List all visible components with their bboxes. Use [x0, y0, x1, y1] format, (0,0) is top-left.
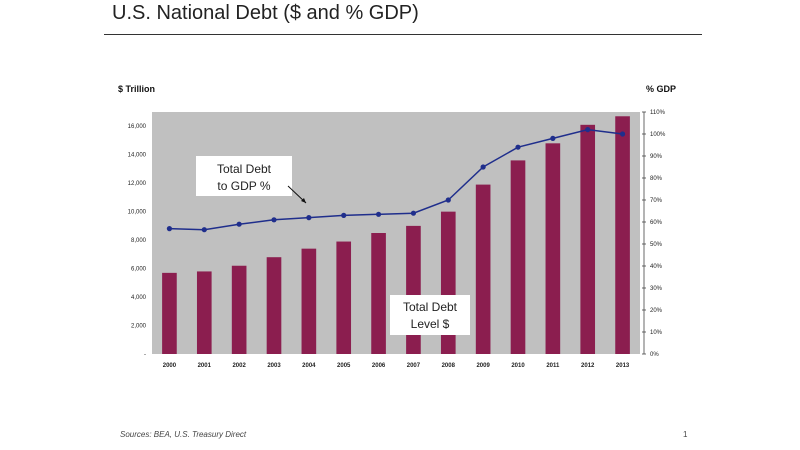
- x-tick-label: 2004: [302, 363, 316, 369]
- source-note: Sources: BEA, U.S. Treasury Direct: [120, 430, 247, 439]
- y2-tick-label: 90%: [650, 154, 663, 160]
- y2-tick-label: 30%: [650, 286, 663, 292]
- x-tick-label: 2006: [372, 363, 386, 369]
- line-annotation-line2: to GDP %: [217, 179, 270, 193]
- y-tick-label: 6,000: [131, 267, 147, 273]
- point-2004: [306, 215, 312, 221]
- left-axis-title: $ Trillion: [118, 84, 155, 94]
- point-2005: [341, 212, 347, 218]
- x-axis-ticks: 2000 2001 2002 2003 2004 2005 2006 2007 2008 2009…: [163, 363, 630, 369]
- bar-2011: [545, 143, 561, 354]
- point-2012: [585, 127, 591, 133]
- bar-2013: [615, 116, 630, 354]
- bar-2001: [196, 271, 212, 354]
- y2-tick-label: 40%: [650, 264, 663, 270]
- y2-tick-label: 10%: [650, 330, 663, 336]
- x-tick-label: 2003: [267, 363, 281, 369]
- bar-2005: [336, 241, 352, 354]
- y-tick-label: 12,000: [128, 181, 147, 187]
- right-axis-ticks: 0% 10% 20% 30% 40% 50% 60% 70% 80% 90% 100% 110%: [642, 110, 666, 358]
- y-tick-label: 10,000: [128, 210, 147, 216]
- line-annotation: Total Debt to GDP %: [196, 156, 307, 204]
- point-2003: [271, 217, 277, 223]
- x-tick-label: 2005: [337, 363, 351, 369]
- x-tick-label: 2001: [198, 363, 212, 369]
- y-tick-label: -: [144, 352, 146, 358]
- bar-2010: [510, 160, 526, 354]
- bar-annotation-line1: Total Debt: [403, 300, 458, 314]
- y-tick-label: 16,000: [128, 124, 147, 130]
- x-tick-label: 2007: [407, 363, 421, 369]
- right-axis-title: % GDP: [646, 84, 676, 94]
- line-annotation-box: [196, 156, 292, 196]
- x-tick-label: 2012: [581, 363, 595, 369]
- x-tick-label: 2011: [546, 363, 560, 369]
- x-tick-label: 2002: [232, 363, 246, 369]
- y2-tick-label: 80%: [650, 176, 663, 182]
- y-tick-label: 4,000: [131, 295, 147, 301]
- y-tick-label: 2,000: [131, 324, 147, 330]
- point-2010: [515, 144, 521, 150]
- bar-series: [162, 116, 630, 354]
- y2-tick-label: 110%: [650, 110, 666, 116]
- bar-2003: [266, 257, 282, 354]
- bar-annotation: Total Debt Level $: [390, 295, 470, 335]
- bar-annotation-box: [390, 295, 470, 335]
- point-2001: [201, 227, 207, 233]
- y2-tick-label: 50%: [650, 242, 663, 248]
- y2-tick-label: 0%: [650, 352, 659, 358]
- x-tick-label: 2009: [476, 363, 490, 369]
- left-axis-ticks: - 2,000 4,000 6,000 8,000 10,000 12,000 14,000 1…: [128, 124, 147, 358]
- y2-tick-label: 100%: [650, 132, 666, 138]
- y-tick-label: 8,000: [131, 238, 147, 244]
- bar-2002: [231, 265, 247, 354]
- y2-tick-label: 60%: [650, 220, 663, 226]
- page-title: U.S. National Debt ($ and % GDP): [112, 2, 419, 24]
- point-2006: [375, 211, 382, 217]
- point-2008: [445, 197, 451, 203]
- point-2007: [410, 210, 417, 216]
- line-annotation-arrowhead: [301, 198, 306, 203]
- bar-2012: [580, 124, 596, 354]
- x-tick-label: 2000: [163, 363, 177, 369]
- point-2011: [550, 135, 556, 141]
- debt-to-gdp-line: [169, 128, 623, 231]
- page-number: 1: [683, 430, 688, 439]
- line-annotation-line1: Total Debt: [217, 162, 272, 176]
- bar-2000: [162, 272, 177, 354]
- point-2000: [166, 226, 173, 232]
- line-series: [166, 127, 626, 233]
- y2-tick-label: 70%: [650, 198, 663, 204]
- title-divider: [104, 34, 702, 35]
- x-tick-label: 2010: [511, 363, 525, 369]
- bar-2006: [371, 233, 386, 354]
- x-tick-label: 2008: [442, 363, 456, 369]
- point-2002: [236, 221, 242, 227]
- bar-2009: [475, 184, 491, 354]
- y2-tick-label: 20%: [650, 308, 663, 314]
- y-tick-label: 14,000: [128, 153, 147, 159]
- bar-2004: [301, 248, 317, 354]
- point-2009: [480, 164, 486, 170]
- x-tick-label: 2013: [616, 363, 630, 369]
- point-2013: [619, 131, 626, 137]
- bar-annotation-line2: Level $: [411, 317, 450, 331]
